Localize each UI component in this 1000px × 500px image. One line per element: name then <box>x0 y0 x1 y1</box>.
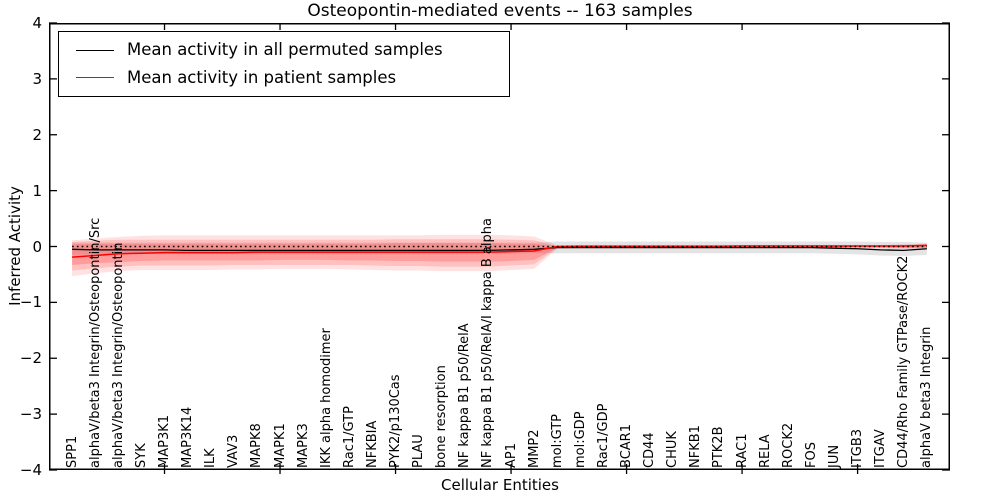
legend-entry-permuted: Mean activity in all permuted samples <box>76 41 509 59</box>
x-tick-label: mol:GDP <box>572 411 588 468</box>
x-tick-label: FOS <box>803 442 819 468</box>
x-tick-label: JUN <box>826 444 842 468</box>
x-tick-label: alphaV/beta3 Integrin/Osteopontin <box>110 242 126 468</box>
x-tick-label: IKK alpha homodimer <box>318 328 334 468</box>
x-tick-label: PTK2B <box>711 426 727 469</box>
x-tick-label: MMP2 <box>526 429 542 468</box>
permuted-line-sample-icon <box>76 49 114 51</box>
x-tick-label: ITGAV <box>873 429 889 468</box>
y-tick-label: −4 <box>19 461 42 479</box>
y-tick-label: 0 <box>32 237 42 256</box>
x-axis-label: Cellular Entities <box>441 476 559 494</box>
x-tick-label: ITGB3 <box>850 428 866 468</box>
x-tick-label: NF kappa B1 p50/RelA/I kappa B alpha <box>480 218 496 468</box>
band-patient-outer <box>72 234 927 277</box>
legend-label-patient: Mean activity in patient samples <box>127 67 397 87</box>
patient-line-sample-icon <box>76 77 114 79</box>
x-tick-label: bone resorption <box>434 365 450 468</box>
x-tick-label: AP1 <box>503 442 519 468</box>
legend-entry-patient: Mean activity in patient samples <box>76 67 509 87</box>
x-tick-label: MAPK1 <box>272 423 288 468</box>
legend: Mean activity in all permuted samples Me… <box>58 31 510 97</box>
x-tick-label: MAPK8 <box>249 423 265 468</box>
x-tick-label: PYK2/p130Cas <box>388 374 404 468</box>
x-tick-label: NFKBIA <box>364 420 380 468</box>
x-tick-label: NFKB1 <box>688 425 704 468</box>
x-tick-label: VAV3 <box>226 434 242 468</box>
x-tick-label: CD44 <box>642 432 658 468</box>
y-tick-label: −2 <box>19 349 42 368</box>
x-tick-label: MAP3K1 <box>157 414 172 468</box>
permuted-mean-line <box>72 246 927 252</box>
y-tick-label: 3 <box>32 69 42 88</box>
x-tick-label: alphaV beta3 Integrin <box>919 326 935 468</box>
x-tick-label: MAPK3 <box>295 423 311 468</box>
band-patient-inner <box>72 243 927 265</box>
x-tick-label: NF kappa B1 p50/RelA <box>457 323 473 468</box>
x-tick-label: alphaV/beta3 Integrin/Osteopontin/Src <box>87 217 103 468</box>
x-tick-label: mol:GTP <box>549 414 565 468</box>
y-tick-label: 4 <box>32 14 42 32</box>
x-tick-label: SPP1 <box>64 435 80 468</box>
x-tick-label: SYK <box>133 443 149 468</box>
y-tick-label: 2 <box>32 125 42 144</box>
x-tick-label: CD44/Rho Family GTPase/ROCK2 <box>896 255 912 468</box>
legend-label-permuted: Mean activity in all permuted samples <box>127 40 443 60</box>
x-tick-label: Rac1/GTP <box>341 406 357 468</box>
x-tick-label: BCAR1 <box>619 424 635 468</box>
x-tick-label: Rac1/GDP <box>595 403 611 468</box>
x-tick-label: MAP3K14 <box>180 406 196 468</box>
x-tick-label: RAC1 <box>734 433 750 468</box>
x-tick-label: ROCK2 <box>780 422 796 468</box>
x-tick-label: CHUK <box>665 431 681 468</box>
patient-mean-line <box>72 244 927 258</box>
y-tick-label: 1 <box>32 181 42 200</box>
chart-title: Osteopontin-mediated events -- 163 sampl… <box>307 1 693 21</box>
x-tick-label: ILK <box>203 448 219 468</box>
x-tick-label: RELA <box>757 434 773 468</box>
x-tick-label: PLAU <box>411 434 427 468</box>
y-tick-label: −3 <box>19 405 42 424</box>
y-tick-label: −1 <box>19 293 42 312</box>
